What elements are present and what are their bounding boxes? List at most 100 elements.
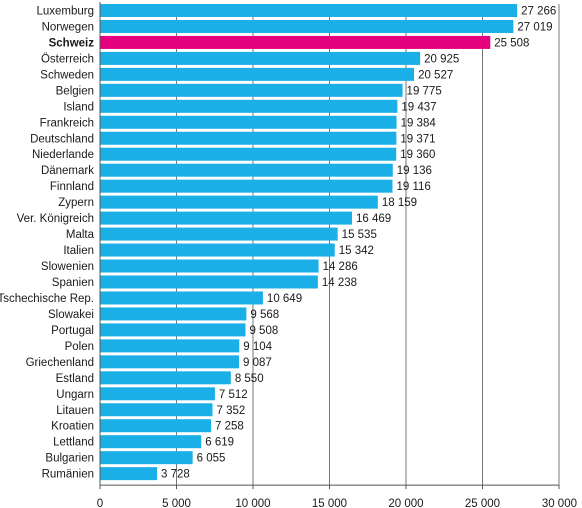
bar xyxy=(100,323,246,337)
value-label: 10 649 xyxy=(267,293,302,305)
category-label: Spanien xyxy=(52,277,94,289)
x-tick-label: 5 000 xyxy=(162,498,191,508)
bar xyxy=(100,243,335,257)
value-label: 18 159 xyxy=(382,197,417,209)
x-tick-label: 25 000 xyxy=(465,498,500,508)
value-label: 8 550 xyxy=(235,373,264,385)
value-label: 19 775 xyxy=(407,85,442,97)
value-label: 9 104 xyxy=(243,341,272,353)
category-label: Portugal xyxy=(51,325,94,337)
category-label: Zypern xyxy=(58,197,94,209)
value-label: 14 238 xyxy=(322,277,357,289)
value-label: 19 384 xyxy=(401,117,437,129)
bar xyxy=(100,163,393,177)
bar xyxy=(100,339,240,353)
x-axis-ticks: 0 5 000 10 000 15 000 20 000 25 000 30 000 xyxy=(97,485,577,508)
bar xyxy=(100,179,393,193)
category-label: Griechenland xyxy=(26,357,94,369)
value-label: 6 055 xyxy=(197,453,226,465)
bar xyxy=(100,4,518,17)
bar xyxy=(100,83,403,97)
bar xyxy=(100,451,193,465)
value-label: 25 508 xyxy=(494,37,529,49)
value-label: 15 535 xyxy=(342,229,377,241)
value-label: 19 437 xyxy=(401,101,436,113)
value-label: 9 568 xyxy=(250,309,279,321)
x-tick-label: 20 000 xyxy=(388,498,423,508)
bar xyxy=(100,131,397,145)
category-label: Frankreich xyxy=(40,117,94,129)
category-label: Schweden xyxy=(40,69,94,81)
category-label: Ungarn xyxy=(56,389,94,401)
value-label: 15 342 xyxy=(339,245,374,257)
value-label: 19 360 xyxy=(400,149,435,161)
bar-highlight xyxy=(100,35,491,49)
value-label: 9 087 xyxy=(243,357,272,369)
bar xyxy=(100,51,421,65)
bar xyxy=(100,435,202,449)
bar xyxy=(100,99,398,113)
bar xyxy=(100,355,240,369)
bar xyxy=(100,419,212,433)
bar xyxy=(100,259,319,273)
category-label: Bulgarien xyxy=(45,453,94,465)
category-label: Lettland xyxy=(53,437,94,449)
value-label: 19 116 xyxy=(396,181,430,193)
category-label: Estland xyxy=(56,373,94,385)
value-label: 9 508 xyxy=(249,325,278,337)
category-label: Luxemburg xyxy=(36,6,94,18)
category-label: Österreich xyxy=(41,53,94,65)
bar xyxy=(100,467,158,481)
category-label: Italien xyxy=(63,245,94,257)
value-label: 19 371 xyxy=(400,133,435,145)
category-label: Slowakei xyxy=(48,309,94,321)
value-label: 20 925 xyxy=(424,53,459,65)
bar xyxy=(100,211,352,225)
category-label: Finnland xyxy=(50,181,94,193)
value-label: 27 019 xyxy=(517,21,552,33)
category-label: Island xyxy=(63,101,94,113)
value-label: 14 286 xyxy=(323,261,358,273)
value-label: 16 469 xyxy=(356,213,391,225)
bar xyxy=(100,387,215,401)
x-tick-label: 30 000 xyxy=(542,498,577,508)
x-tick-label: 15 000 xyxy=(312,498,347,508)
value-label: 20 527 xyxy=(418,69,453,81)
x-tick-label: 10 000 xyxy=(235,498,270,508)
category-label: Belgien xyxy=(56,85,94,97)
bar xyxy=(100,147,397,161)
bar xyxy=(100,403,213,417)
x-tick-label: 0 xyxy=(97,498,103,508)
bar xyxy=(100,67,415,81)
bar xyxy=(100,275,318,289)
category-label: Rumänien xyxy=(42,469,94,481)
bar xyxy=(100,227,338,241)
category-label: Niederlande xyxy=(32,149,94,161)
value-label: 3 728 xyxy=(161,469,190,481)
value-label: 7 512 xyxy=(219,389,248,401)
category-label: Norwegen xyxy=(42,21,94,33)
category-label: Schweiz xyxy=(49,37,95,49)
category-label: Polen xyxy=(65,341,94,353)
bars xyxy=(100,4,518,481)
bar xyxy=(100,19,514,33)
value-labels: 27 266 27 019 25 508 20 925 20 527 19 775 19 4… xyxy=(161,6,556,481)
category-label: Deutschland xyxy=(30,133,94,145)
value-label: 27 266 xyxy=(521,6,556,18)
value-label: 6 619 xyxy=(205,437,234,449)
category-labels: Luxemburg Norwegen Schweiz Österreich Schwed… xyxy=(0,6,95,481)
bar xyxy=(100,195,378,209)
category-label: Slowenien xyxy=(41,261,94,273)
bar xyxy=(100,371,231,385)
value-label: 19 136 xyxy=(397,165,432,177)
value-label: 7 258 xyxy=(215,421,244,433)
value-label: 7 352 xyxy=(216,405,245,417)
bar xyxy=(100,291,263,305)
category-label: Dänemark xyxy=(41,165,94,177)
bar xyxy=(100,115,397,129)
category-label: Litauen xyxy=(56,405,94,417)
bar xyxy=(100,307,247,321)
category-label: Ver. Königreich xyxy=(17,213,94,225)
